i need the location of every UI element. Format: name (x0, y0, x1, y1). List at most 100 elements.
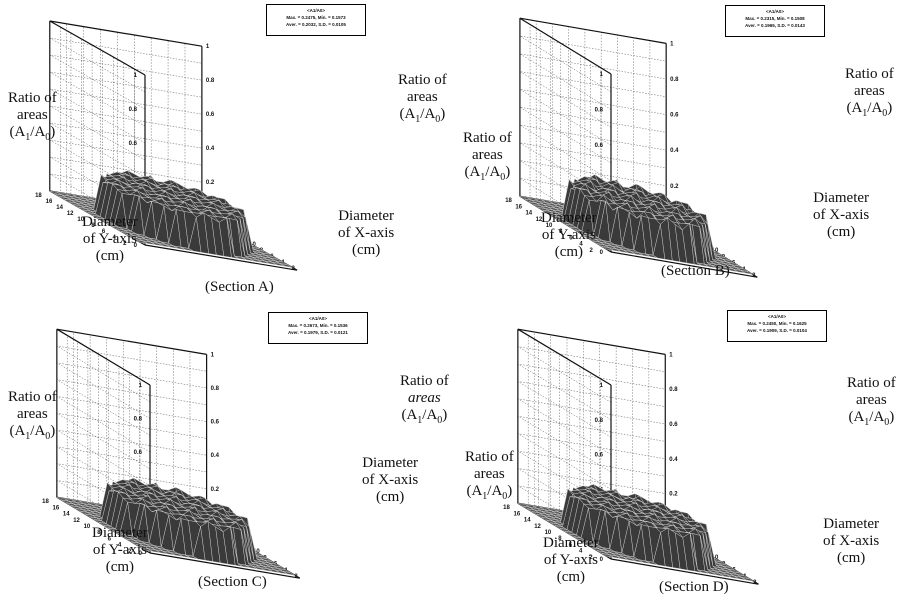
y-axis-label: Diameter of Y-axis (cm) (82, 214, 138, 264)
z-label-line-3: (A1/A0) (399, 106, 446, 125)
z-tick-label-left: 0.8 (134, 417, 143, 423)
y-axis-label: Diameter of Y-axis (cm) (92, 525, 148, 575)
grid-line (49, 105, 202, 161)
grid-line (519, 124, 667, 181)
y-tick-label: 6 (569, 235, 573, 241)
chart-panel-section-b: 000.20.20.40.40.60.60.80.811224466881010… (461, 0, 922, 299)
stats-box: <A1/A0> Max. = 0.2475, Min. = 0.1573 Ave… (266, 4, 366, 36)
z-tick-label-left: 0.8 (595, 418, 604, 424)
grid-line (49, 88, 202, 144)
surface-plot-section-a: 000.20.20.40.40.60.60.80.811224466881010… (35, 20, 298, 272)
z-tick-label-left: 1 (600, 383, 604, 389)
section-caption: (Section A) (205, 279, 274, 295)
grid-line (519, 71, 667, 128)
z-tick-label-right: 0.4 (206, 146, 215, 152)
y-tick-label: 14 (56, 205, 63, 211)
surface-mesh (519, 173, 753, 275)
grid-line (49, 122, 202, 178)
chart-panel-section-a: 000.20.20.40.40.60.60.80.811224466881010… (0, 0, 461, 299)
z-tick-label-right: 0.2 (206, 180, 215, 186)
z-tick-label-right: 1 (670, 41, 674, 47)
x-axis-label: Diameter of X-axis (cm) (338, 208, 395, 258)
z-tick-label-left: 1 (134, 73, 138, 79)
axis-frame-edge (610, 251, 758, 278)
z-tick-label-left: 0 (139, 551, 143, 557)
stats-title: <A1/A0> (306, 8, 325, 13)
grid-line (49, 37, 202, 93)
surface-plot-section-c: 000.20.20.40.40.60.60.80.811224466881010… (42, 328, 301, 580)
surface-cell (282, 571, 296, 576)
y-tick-label: 18 (505, 198, 512, 204)
x-tick-label: 2 (292, 266, 296, 272)
x-axis-label: Diameter of X-axis (cm) (813, 190, 870, 240)
y-tick-label: 10 (77, 217, 84, 223)
surface-plot-section-b: 000.20.20.40.40.60.60.80.811224466881010… (505, 17, 758, 279)
z-tick-label-right: 0.2 (669, 492, 678, 498)
y-tick-label: 6 (108, 536, 112, 542)
y-axis-label: Diameter of Y-axis (cm) (541, 210, 597, 260)
stats-box: <A1/A0> Max. = 0.2450, Min. = 0.1625 Ave… (727, 310, 827, 342)
y-tick-label: 8 (558, 536, 562, 542)
axis-frame-edge (517, 328, 612, 386)
grid-line (49, 71, 202, 127)
surface-cell (740, 270, 753, 275)
z-tick-label-right: 0.6 (206, 112, 215, 118)
y-tick-label: 14 (525, 211, 532, 217)
y-tick-label: 10 (545, 530, 552, 536)
y-tick-label: 12 (67, 211, 74, 217)
y-tick-label: 6 (102, 229, 106, 235)
y-tick-label: 10 (546, 223, 553, 229)
x-tick-label: 2 (294, 574, 298, 580)
stats-title: <A1/A0> (765, 9, 784, 14)
x-tick-label: 10 (712, 555, 719, 561)
z-tick-label-left: 0.6 (595, 143, 604, 149)
surface-plot-section-d: 000.20.20.40.40.60.60.80.811224466881010… (503, 328, 759, 586)
stats-title: <A1/A0> (767, 314, 786, 319)
y-tick-label: 2 (589, 555, 593, 561)
z-tick-label-right: 0.4 (670, 148, 679, 154)
z-tick-label-left: 0.8 (129, 107, 138, 113)
z-tick-label-left: 1 (600, 72, 604, 78)
z-axis-label-right: Ratio of areas (A1/A0) (845, 66, 894, 119)
surface-mesh (517, 483, 754, 582)
z-tick-label-left: 1 (139, 383, 143, 389)
axis-frame-edge (519, 17, 612, 75)
stats-title: <A1/A0> (308, 316, 327, 321)
stats-line-2: Aver. = 0.1979, S.D. = 0.0121 (288, 330, 348, 335)
z-axis-label-left: Ratio of areas (A1/A0) (465, 449, 514, 502)
y-tick-label: 2 (590, 248, 594, 254)
z-axis-label-left: Ratio of areas (A1/A0) (8, 90, 57, 146)
axis-frame-edge (49, 20, 202, 47)
z-tick-label-left: 0 (134, 243, 138, 249)
axis-frame-edge (49, 20, 146, 76)
grid-line (49, 20, 202, 76)
y-tick-label: 8 (97, 530, 101, 536)
x-axis-label: Diameter of X-axis (cm) (823, 516, 880, 566)
y-tick-label: 12 (536, 217, 543, 223)
grid-line (519, 35, 667, 92)
y-tick-label: 4 (579, 242, 583, 248)
stats-line-2: Aver. = 0.2032, S.D. = 0.0105 (286, 22, 346, 27)
grid-line (519, 53, 667, 110)
grid-line (49, 54, 202, 110)
z-label-line-3: (A1/A0) (9, 124, 56, 143)
axis-frame-edge (610, 558, 759, 585)
y-tick-label: 2 (123, 241, 127, 247)
surface-cell (279, 263, 293, 268)
z-tick-label-right: 1 (206, 44, 210, 50)
x-tick-label: 10 (253, 549, 260, 555)
z-tick-label-left: 0 (600, 250, 604, 256)
x-axis-label: Diameter of X-axis (cm) (362, 455, 419, 505)
grid-line (56, 329, 207, 386)
stats-box: <A1/A0> Max. = 0.2673, Min. = 0.1536 Ave… (268, 312, 368, 344)
y-tick-label: 8 (559, 229, 563, 235)
grid-line (519, 107, 667, 164)
surface-mesh (49, 170, 293, 268)
z-tick-label-right: 0.2 (670, 184, 679, 190)
z-tick-label-right: 0.6 (670, 113, 679, 119)
axis-frame-edge (56, 328, 207, 355)
z-label-line-1: Ratio of (398, 72, 447, 88)
z-label-line-1: Ratio of (8, 90, 57, 106)
stats-line-1: Max. = 0.2475, Min. = 0.1573 (286, 15, 346, 20)
y-tick-label: 18 (503, 505, 510, 511)
